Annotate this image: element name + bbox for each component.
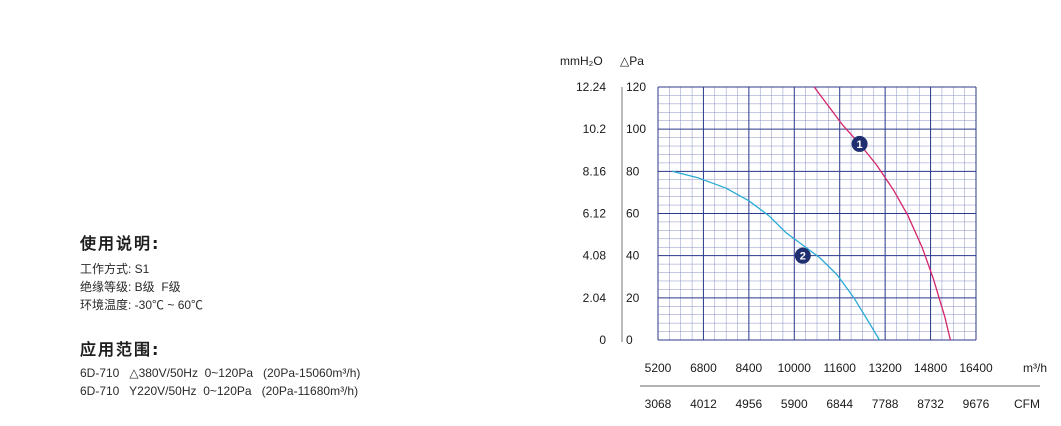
x-tick-label-cfm: 4956 bbox=[736, 397, 763, 411]
scope-line-star: 6D-710 Y220V/50Hz 0~120Pa (20Pa-11680m³/… bbox=[80, 382, 540, 400]
series-marker-label-2: 2 bbox=[800, 251, 806, 263]
usage-line-ambient-temp: 环境温度: -30℃ ~ 60℃ bbox=[80, 296, 540, 314]
x-tick-label-m3h: 13200 bbox=[868, 361, 902, 375]
x-tick-label-m3h: 14800 bbox=[914, 361, 948, 375]
x-tick-label-m3h: 10000 bbox=[778, 361, 812, 375]
usage-lines: 工作方式: S1 绝缘等级: B级 F级 环境温度: -30℃ ~ 60℃ bbox=[80, 260, 540, 314]
y-tick-label-pa: 80 bbox=[626, 164, 640, 178]
usage-section: 使用说明: 工作方式: S1 绝缘等级: B级 F级 环境温度: -30℃ ~ … bbox=[80, 230, 540, 314]
y-tick-label-pa: 60 bbox=[626, 207, 640, 221]
info-panel: 使用说明: 工作方式: S1 绝缘等级: B级 F级 环境温度: -30℃ ~ … bbox=[80, 226, 540, 400]
y-tick-label-pa: 20 bbox=[626, 291, 640, 305]
series-marker-label-1: 1 bbox=[857, 139, 863, 151]
x-tick-label-cfm: 5900 bbox=[781, 397, 808, 411]
x-tick-label-m3h: 5200 bbox=[645, 361, 672, 375]
scope-line-delta: 6D-710 △380V/50Hz 0~120Pa (20Pa-15060m³/… bbox=[80, 364, 540, 382]
x-tick-label-cfm: 8732 bbox=[917, 397, 944, 411]
y-tick-label-mmh2o: 2.04 bbox=[583, 291, 607, 305]
x-axis-unit-m3h: m³/h bbox=[1023, 361, 1047, 375]
x-tick-label-cfm: 4012 bbox=[690, 397, 717, 411]
x-axis-unit-cfm: CFM bbox=[1014, 397, 1040, 411]
y-tick-label-pa: 40 bbox=[626, 249, 640, 263]
y-tick-label-mmh2o: 8.16 bbox=[583, 164, 607, 178]
x-tick-label-cfm: 6844 bbox=[826, 397, 853, 411]
x-tick-label-m3h: 6800 bbox=[690, 361, 717, 375]
y-axis-unit-mmh2o: mmH₂O bbox=[560, 54, 603, 68]
x-tick-label-m3h: 16400 bbox=[959, 361, 993, 375]
y-tick-label-mmh2o: 6.12 bbox=[583, 207, 607, 221]
y-tick-label-pa: 100 bbox=[626, 122, 646, 136]
y-tick-label-pa: 0 bbox=[626, 333, 633, 347]
y-axis-unit-pa: △Pa bbox=[620, 54, 644, 68]
y-tick-label-mmh2o: 10.2 bbox=[583, 122, 607, 136]
scope-heading: 应用范围: bbox=[80, 336, 540, 360]
usage-line-insulation: 绝缘等级: B级 F级 bbox=[80, 278, 540, 296]
scope-section: 应用范围: 6D-710 △380V/50Hz 0~120Pa (20Pa-15… bbox=[80, 336, 540, 400]
x-tick-label-cfm: 3068 bbox=[645, 397, 672, 411]
y-tick-label-mmh2o: 12.24 bbox=[576, 80, 606, 94]
y-tick-label-pa: 120 bbox=[626, 80, 646, 94]
x-tick-label-cfm: 7788 bbox=[872, 397, 899, 411]
x-tick-label-cfm: 9676 bbox=[963, 397, 990, 411]
x-tick-label-m3h: 11600 bbox=[823, 361, 856, 375]
usage-line-work-mode: 工作方式: S1 bbox=[80, 260, 540, 278]
x-tick-label-m3h: 8400 bbox=[736, 361, 763, 375]
usage-heading: 使用说明: bbox=[80, 230, 540, 254]
y-tick-label-mmh2o: 0 bbox=[599, 333, 606, 347]
y-tick-label-mmh2o: 4.08 bbox=[583, 249, 607, 263]
